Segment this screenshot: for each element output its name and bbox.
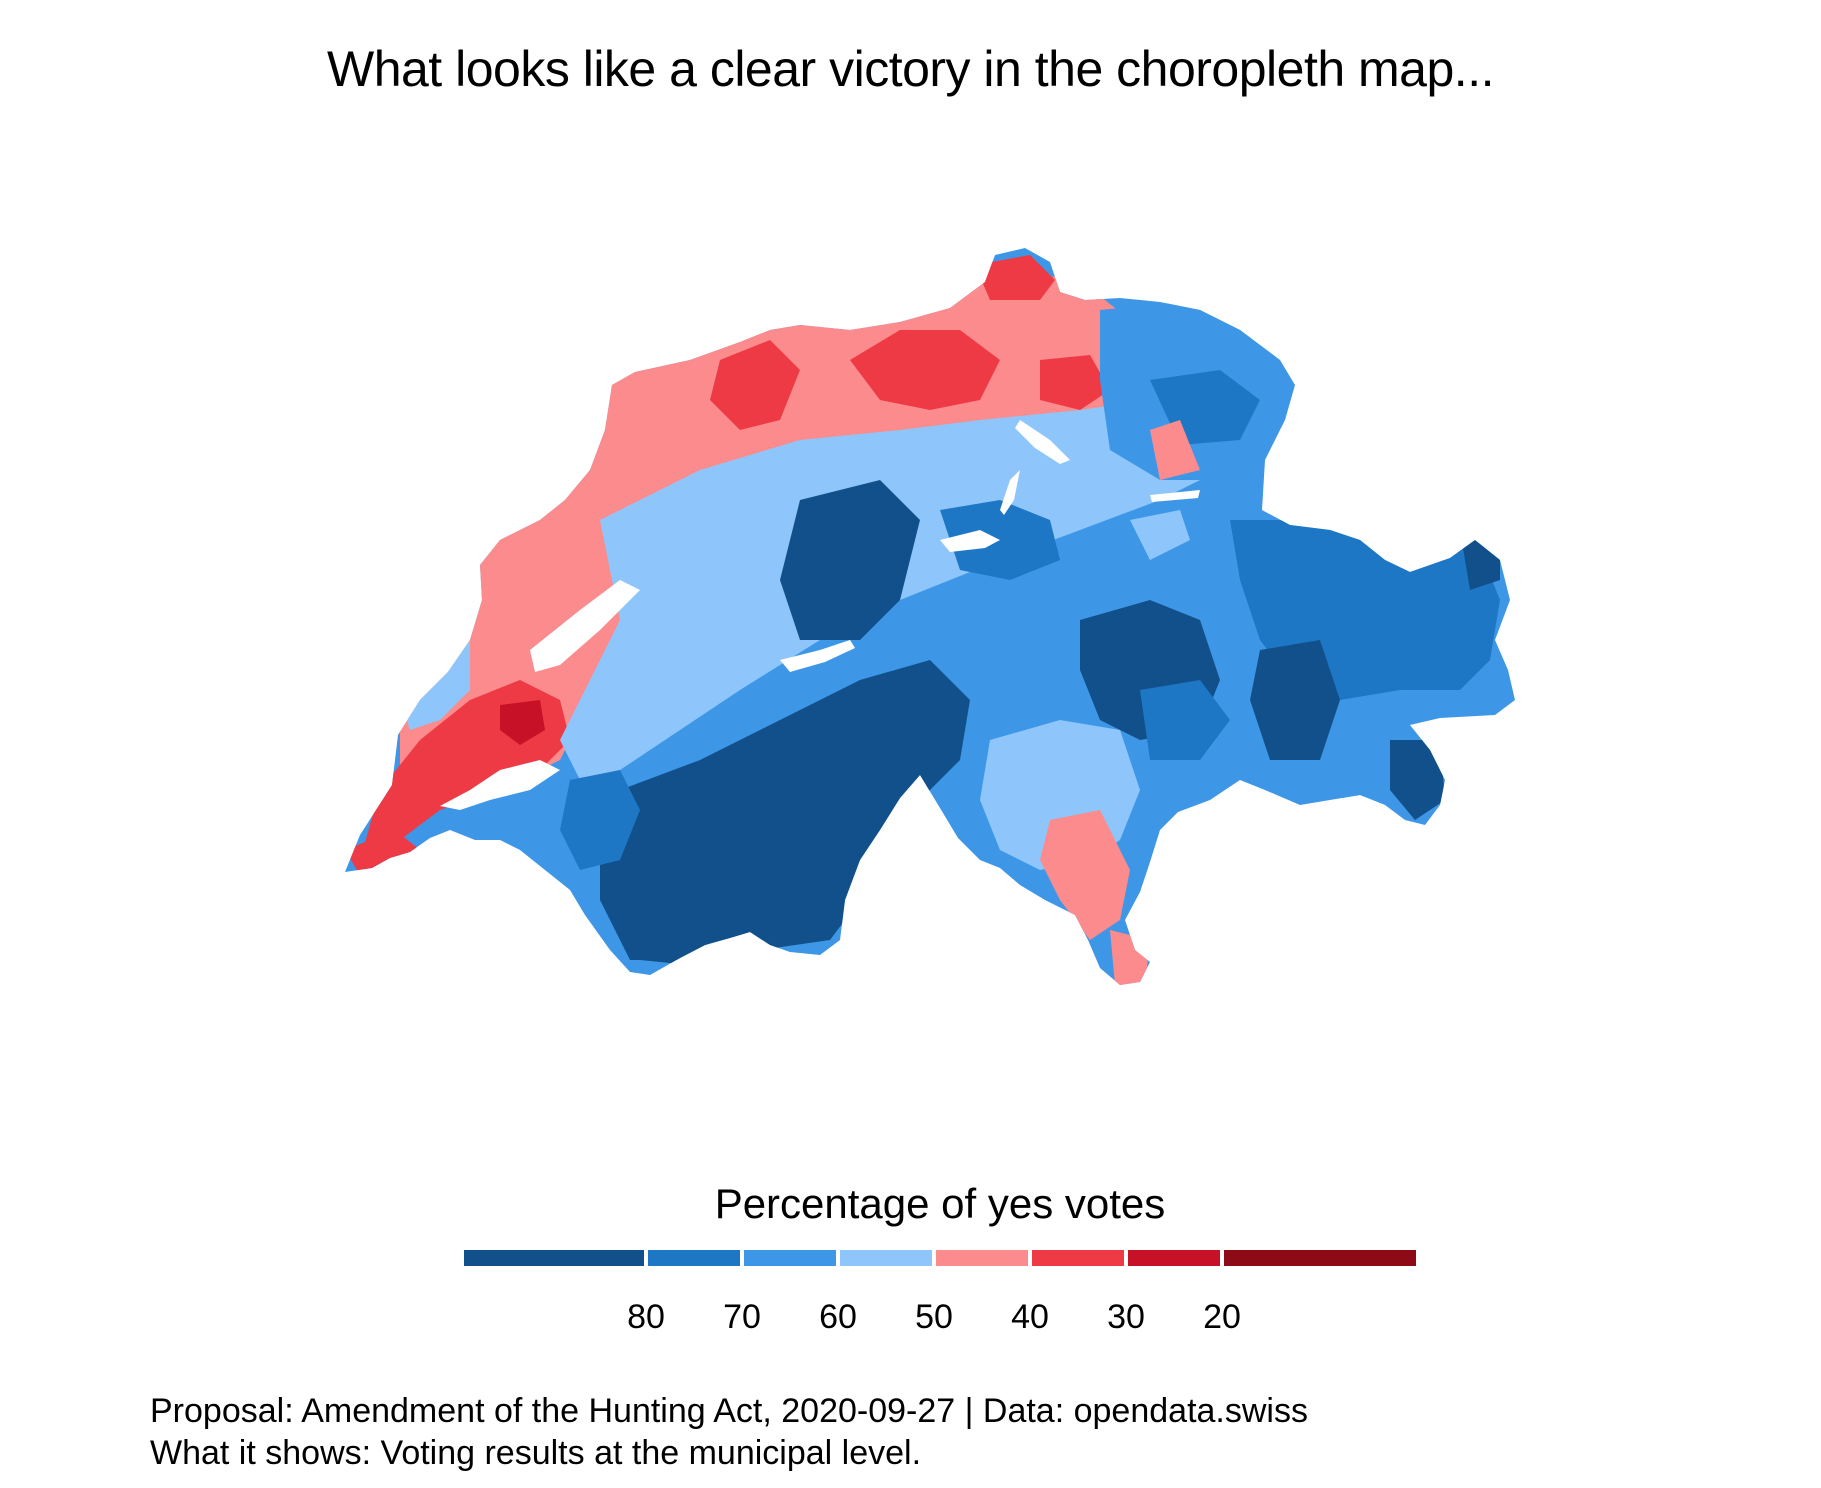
map-title: What looks like a clear victory in the c… — [327, 41, 1494, 97]
legend-swatch — [936, 1250, 1032, 1266]
lake-zurich — [1015, 420, 1070, 464]
region-north-red-1 — [850, 330, 1000, 410]
region-lausanne — [500, 700, 545, 745]
region-north-red-2 — [710, 340, 800, 430]
legend-color-bar — [464, 1250, 1416, 1266]
region-zurich-red — [1040, 355, 1110, 410]
region-schaffhausen — [975, 255, 1055, 300]
region-glarus — [1150, 420, 1200, 480]
region-lower-valais — [560, 770, 640, 870]
legend-title: Percentage of yes votes — [714, 1180, 1166, 1227]
region-ticino-south — [1040, 810, 1130, 940]
legend-swatch — [1032, 1250, 1128, 1266]
lake-zug — [1000, 470, 1020, 515]
lake-neuchatel — [530, 580, 640, 672]
legend-tick-label: 20 — [1203, 1298, 1241, 1336]
region-tessin-north — [1140, 680, 1230, 760]
region-graubunden-south — [1310, 740, 1390, 800]
legend-tick-label: 30 — [1107, 1298, 1145, 1336]
region-glarus-south — [1130, 510, 1190, 560]
choropleth-map — [345, 248, 1515, 985]
legend-tick-label: 40 — [1011, 1298, 1049, 1336]
region-central-dark — [780, 480, 920, 640]
legend-swatch — [744, 1250, 840, 1266]
legend-swatch — [840, 1250, 936, 1266]
legend-tick-label: 70 — [723, 1298, 761, 1336]
legend-swatch — [648, 1250, 744, 1266]
legend-tick-label: 50 — [915, 1298, 953, 1336]
lake-thun — [780, 640, 855, 672]
legend-swatch — [464, 1250, 648, 1266]
region-graubunden-dark — [1250, 640, 1340, 760]
lake-walen — [1150, 490, 1200, 502]
legend-swatch — [1224, 1250, 1416, 1266]
legend-tick-label: 80 — [627, 1298, 665, 1336]
lake-lucerne — [940, 530, 1000, 552]
region-mendrisio — [1110, 930, 1150, 985]
caption-source: Proposal: Amendment of the Hunting Act, … — [150, 1392, 1308, 1430]
lake-geneva — [440, 760, 560, 810]
legend-tick-label: 60 — [819, 1298, 857, 1336]
region-valais-southwest — [640, 880, 720, 965]
region-munstertal — [1390, 740, 1445, 820]
caption-description: What it shows: Voting results at the mun… — [150, 1434, 922, 1472]
legend-swatch — [1128, 1250, 1224, 1266]
switzerland-map-svg — [345, 248, 1515, 985]
